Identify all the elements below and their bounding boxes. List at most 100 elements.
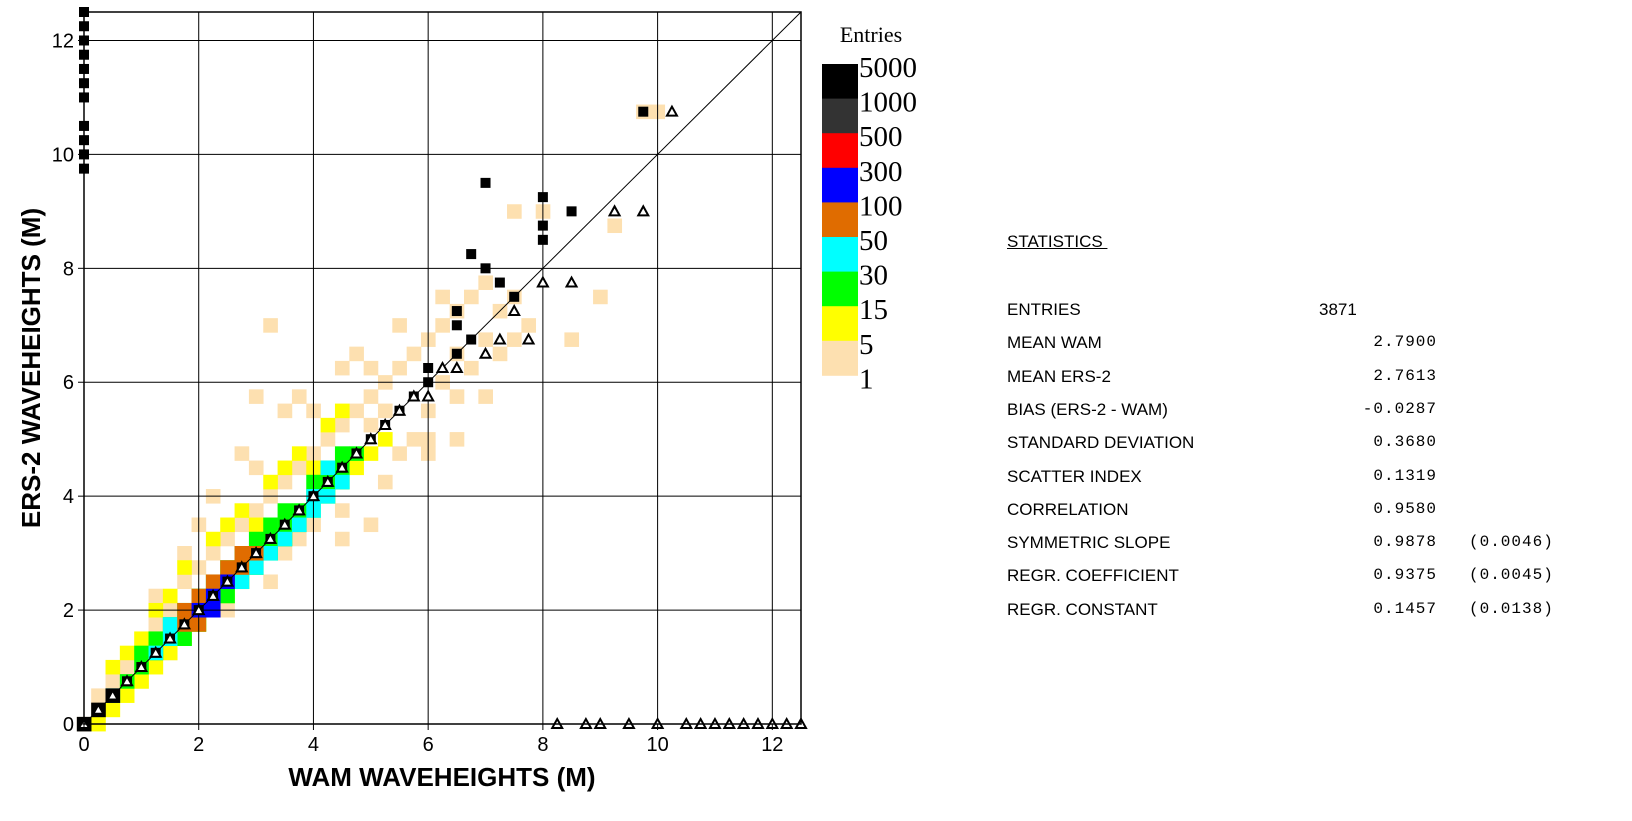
- heatmap-cell-beige: [105, 674, 121, 689]
- statistics-value: 0.9878: [1373, 533, 1437, 552]
- heatmap-cell-yellow: [234, 503, 250, 518]
- heatmap-cell-beige: [449, 432, 465, 447]
- mean-triangle-marker: [235, 560, 249, 573]
- heatmap-cell-beige: [234, 517, 250, 533]
- heatmap-cell-beige: [521, 318, 537, 333]
- statistics-value: 2.7613: [1373, 366, 1437, 385]
- y-tick-label: 10: [52, 144, 74, 166]
- heatmap-cell-orange: [234, 546, 250, 561]
- heatmap-cell-yellow: [134, 631, 149, 646]
- heatmap-cell-beige: [607, 218, 623, 234]
- heatmap-cell-yellow: [148, 659, 164, 675]
- heatmap-cell-beige: [248, 503, 264, 518]
- legend-label: 5: [859, 329, 874, 361]
- mean-triangle-marker: [335, 460, 349, 473]
- y-tick-label: 0: [63, 714, 74, 736]
- heatmap-cell-beige: [320, 432, 336, 447]
- mean-square-marker: [451, 320, 462, 331]
- heatmap-cell-cyan: [334, 474, 350, 490]
- statistics-row: REGR. CONSTANT 0.1457 (0.0138): [1007, 600, 1627, 622]
- y-tick-label: 8: [63, 258, 74, 280]
- mean-square-marker: [480, 177, 491, 188]
- y-tick-label: 6: [63, 372, 74, 394]
- y-tick-label: 12: [52, 30, 74, 52]
- statistics-label: SCATTER INDEX: [1007, 466, 1142, 486]
- heatmap-cell-beige: [291, 531, 307, 547]
- heatmap-cell-beige: [492, 346, 508, 362]
- mean-square-marker: [466, 249, 477, 260]
- heatmap-cell-cyan: [234, 574, 250, 590]
- statistics-row: CORRELATION 0.9580: [1007, 500, 1627, 522]
- mean-square-marker: [451, 306, 462, 317]
- heatmap-cell-cyan: [277, 531, 293, 547]
- heatmap-cell-cyan: [162, 617, 178, 632]
- heatmap-cell-yellow: [162, 645, 178, 661]
- heatmap-cell-beige: [177, 574, 192, 590]
- heatmap-cell-yellow: [291, 446, 307, 461]
- heatmap-cell-yellow: [162, 588, 178, 604]
- heatmap-cell-cyan: [263, 546, 278, 561]
- heatmap-cell-beige: [177, 546, 192, 561]
- statistics-value: 0.3680: [1373, 433, 1437, 452]
- mean-square-marker: [537, 234, 548, 245]
- mean-triangle-marker: [493, 332, 507, 345]
- heatmap-cell-beige: [277, 474, 293, 490]
- y-axis-title: ERS-2 WAVEHEIGHTS (M): [16, 208, 46, 528]
- heatmap-cell-beige: [464, 360, 479, 376]
- mean-triangle-marker: [278, 517, 292, 530]
- heatmap-cell-beige: [248, 389, 264, 404]
- heatmap-cell-beige: [478, 275, 493, 290]
- statistics-value: 0.1457: [1373, 599, 1437, 618]
- mean-square-marker: [566, 206, 577, 217]
- statistics-value: 2.7900: [1373, 333, 1437, 352]
- legend-label: 15: [859, 294, 888, 326]
- heatmap-cell-orange: [220, 560, 235, 575]
- heatmap-cell-yellow: [220, 517, 235, 533]
- statistics-error: (0.0046): [1469, 533, 1554, 552]
- mean-square-marker: [423, 377, 434, 388]
- heatmap-cell-beige: [406, 432, 422, 447]
- heatmap-cell-yellow: [349, 460, 364, 476]
- heatmap-cell-green: [177, 631, 192, 646]
- heatmap-cell-beige: [291, 460, 307, 476]
- legend-label: 1: [859, 363, 874, 395]
- heatmap-cell-beige: [277, 403, 293, 419]
- statistics-panel: STATISTICS ENTRIES 3871 MEAN WAM 2.7900 MEAN…: [1007, 232, 1627, 632]
- mean-triangle-marker: [378, 417, 392, 430]
- statistics-row: REGR. COEFFICIENT 0.9375 (0.0045): [1007, 566, 1627, 588]
- mean-triangle-marker: [263, 531, 278, 544]
- mean-triangle-marker: [392, 403, 407, 416]
- heatmap-cell-beige: [91, 688, 106, 703]
- heatmap-cell-beige: [119, 659, 135, 675]
- heatmap-cell-yellow: [105, 659, 121, 675]
- statistics-value: 0.9375: [1373, 566, 1437, 585]
- mean-square-marker: [537, 192, 548, 203]
- legend-swatch: [822, 306, 858, 342]
- mean-triangle-marker: [636, 204, 650, 217]
- statistics-title: STATISTICS: [1007, 232, 1108, 251]
- heatmap-cell-yellow: [277, 460, 293, 476]
- mean-square-marker: [638, 106, 649, 117]
- mean-square-marker: [451, 348, 462, 359]
- heatmap-cell-yellow: [105, 702, 121, 718]
- mean-triangle-marker: [364, 432, 378, 445]
- heatmap-cell-cyan: [320, 460, 336, 476]
- statistics-value: 3871: [1319, 300, 1357, 319]
- mean-triangle-marker: [220, 574, 235, 587]
- heatmap-cell-beige: [435, 289, 450, 305]
- heatmap-cell-green: [248, 531, 264, 547]
- mean-triangle-marker: [521, 332, 536, 345]
- legend-swatch: [822, 340, 858, 376]
- legend-label: 500: [859, 121, 903, 153]
- heatmap-cell-yellow: [363, 446, 379, 461]
- y-tick-label: 4: [63, 486, 74, 508]
- heatmap-cell-beige: [220, 531, 235, 547]
- mean-triangle-marker: [450, 360, 464, 373]
- heatmap-cell-beige: [363, 517, 379, 533]
- axis-ticks: 0 2 4 6 8 10 12 0 2 4 6 8 10 12: [52, 30, 784, 756]
- statistics-label: ENTRIES: [1007, 300, 1081, 319]
- heatmap-cell-green: [134, 645, 149, 661]
- mean-triangle-marker: [192, 603, 206, 616]
- heatmap-cell-beige: [478, 389, 493, 404]
